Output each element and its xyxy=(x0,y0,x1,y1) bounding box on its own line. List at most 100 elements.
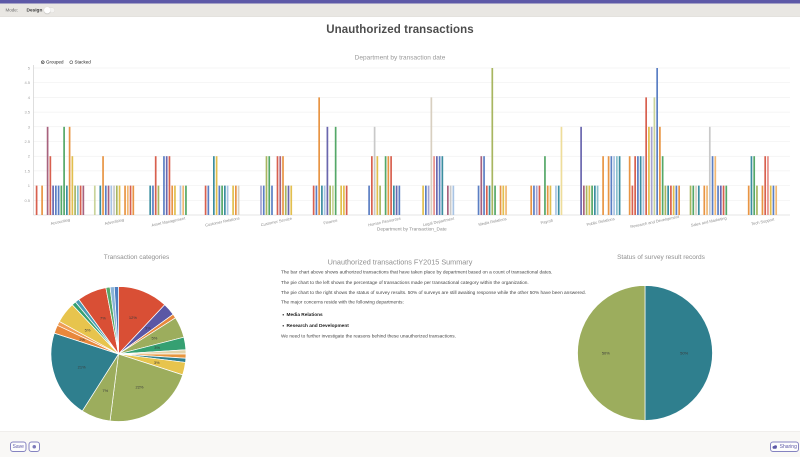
bar[interactable] xyxy=(157,185,160,215)
bar[interactable] xyxy=(104,185,107,215)
bar[interactable] xyxy=(672,185,675,215)
bar[interactable] xyxy=(714,156,717,215)
bar[interactable] xyxy=(373,126,376,215)
bar[interactable] xyxy=(708,126,711,215)
bar[interactable] xyxy=(55,185,57,215)
bar[interactable] xyxy=(613,156,615,215)
bar[interactable] xyxy=(215,156,218,215)
radio-grouped[interactable]: Grouped xyxy=(41,60,64,65)
bar[interactable] xyxy=(502,185,505,215)
bar[interactable] xyxy=(129,185,132,215)
bar[interactable] xyxy=(602,156,604,215)
bar[interactable] xyxy=(213,156,215,215)
bar[interactable] xyxy=(71,156,74,215)
bar[interactable] xyxy=(422,185,424,215)
bar[interactable] xyxy=(174,185,176,215)
bar[interactable] xyxy=(692,185,695,215)
bar[interactable] xyxy=(695,185,697,215)
bar[interactable] xyxy=(163,156,165,215)
survey-status-pie[interactable]: 50% 50% xyxy=(576,284,714,422)
pie-slice[interactable] xyxy=(577,285,646,421)
radio-stacked[interactable]: Stacked xyxy=(69,60,91,65)
bar[interactable] xyxy=(35,185,38,215)
bar[interactable] xyxy=(265,156,268,215)
bar[interactable] xyxy=(185,185,187,215)
bar[interactable] xyxy=(449,185,452,215)
bar[interactable] xyxy=(764,156,767,215)
bar[interactable] xyxy=(585,185,588,215)
bar[interactable] xyxy=(232,185,234,215)
bar[interactable] xyxy=(725,185,728,215)
bar[interactable] xyxy=(591,185,593,215)
bar[interactable] xyxy=(82,185,85,215)
bar[interactable] xyxy=(775,185,778,215)
bar[interactable] xyxy=(650,126,653,215)
bar[interactable] xyxy=(750,156,753,215)
bar[interactable] xyxy=(689,185,692,215)
bar[interactable] xyxy=(398,185,401,215)
bar[interactable] xyxy=(323,185,326,215)
bar[interactable] xyxy=(368,185,370,215)
bar[interactable] xyxy=(68,126,71,215)
bar[interactable] xyxy=(436,156,438,215)
bar[interactable] xyxy=(124,185,126,215)
bar[interactable] xyxy=(49,156,52,215)
bar[interactable] xyxy=(279,156,282,215)
bar[interactable] xyxy=(334,126,337,215)
bar[interactable] xyxy=(312,185,315,215)
bar[interactable] xyxy=(491,68,494,215)
bar[interactable] xyxy=(154,156,157,215)
bar[interactable] xyxy=(499,185,502,215)
bar[interactable] xyxy=(66,185,68,215)
bar[interactable] xyxy=(110,185,113,215)
bar[interactable] xyxy=(634,156,636,215)
bar[interactable] xyxy=(618,156,621,215)
bar[interactable] xyxy=(77,185,79,215)
bar[interactable] xyxy=(661,156,664,215)
bar[interactable] xyxy=(287,185,290,215)
bar[interactable] xyxy=(594,185,596,215)
bar[interactable] xyxy=(747,185,750,215)
bar[interactable] xyxy=(260,185,262,215)
bar[interactable] xyxy=(756,185,758,215)
bar[interactable] xyxy=(549,185,552,215)
bar[interactable] xyxy=(675,185,678,215)
bar[interactable] xyxy=(395,185,398,215)
bar[interactable] xyxy=(427,185,430,215)
bar[interactable] xyxy=(433,156,435,215)
bar[interactable] xyxy=(262,185,265,215)
bar[interactable] xyxy=(107,185,110,215)
bar[interactable] xyxy=(447,185,449,215)
bar[interactable] xyxy=(430,97,433,215)
bar[interactable] xyxy=(546,185,549,215)
bar[interactable] xyxy=(171,185,174,215)
bar[interactable] xyxy=(152,185,154,215)
bar[interactable] xyxy=(642,156,645,215)
bar[interactable] xyxy=(538,185,541,215)
bar[interactable] xyxy=(719,185,722,215)
bar[interactable] xyxy=(588,185,591,215)
bar[interactable] xyxy=(596,185,599,215)
bar[interactable] xyxy=(60,185,63,215)
bar[interactable] xyxy=(282,156,284,215)
bar[interactable] xyxy=(555,185,557,215)
bar[interactable] xyxy=(667,185,669,215)
bar[interactable] xyxy=(326,126,329,215)
bar[interactable] xyxy=(485,185,488,215)
bar[interactable] xyxy=(393,185,395,215)
bar[interactable] xyxy=(607,156,610,215)
bar[interactable] xyxy=(126,185,129,215)
bar[interactable] xyxy=(535,185,538,215)
bar[interactable] xyxy=(271,185,273,215)
bar[interactable] xyxy=(284,185,287,215)
bar[interactable] xyxy=(505,185,507,215)
bar[interactable] xyxy=(74,185,76,215)
bar[interactable] xyxy=(648,126,650,215)
bar[interactable] xyxy=(670,185,672,215)
bar[interactable] xyxy=(237,185,240,215)
settings-button[interactable] xyxy=(28,441,40,452)
bar[interactable] xyxy=(41,185,43,215)
bar[interactable] xyxy=(438,156,441,215)
bar[interactable] xyxy=(343,185,345,215)
bar[interactable] xyxy=(533,185,535,215)
